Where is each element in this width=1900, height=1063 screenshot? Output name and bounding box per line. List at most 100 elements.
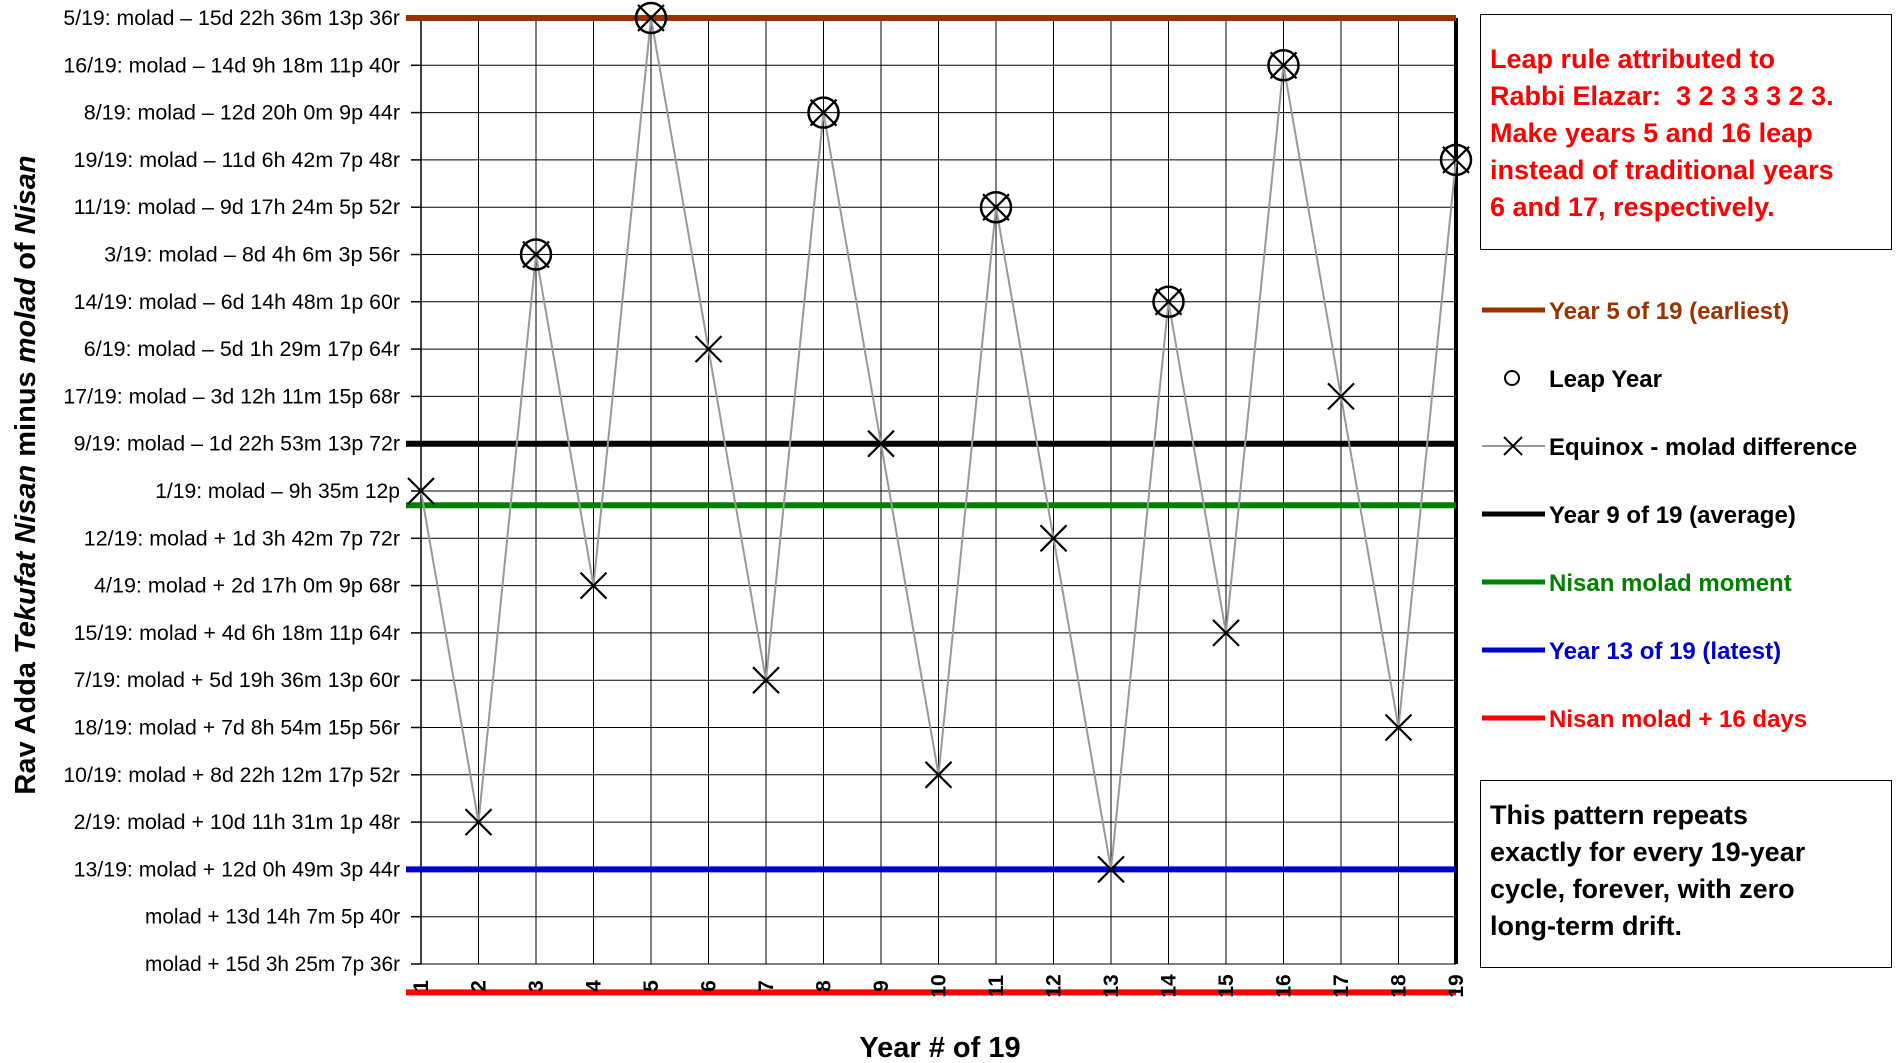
annotation-line: Rabbi Elazar: 3 2 3 3 3 2 3. — [1490, 81, 1834, 111]
legend-item: Equinox - molad difference — [1482, 434, 1857, 461]
y-tick-label: molad + 13d 14h 7m 5p 40r — [145, 905, 400, 929]
leap-year-marker — [979, 190, 1013, 224]
legend-swatch — [1504, 370, 1520, 386]
x-tick-label: 9 — [870, 980, 893, 992]
y-tick-label: 1/19: molad – 9h 35m 12p — [155, 479, 400, 503]
data-point-marker — [407, 477, 435, 505]
reference-lines — [406, 15, 1456, 996]
legend-item: Year 5 of 19 (earliest) — [1482, 298, 1789, 325]
legend-label: Equinox - molad difference — [1549, 434, 1857, 461]
y-axis-title: Rav Adda Tekufat Nisan minus molad of Ni… — [10, 155, 42, 794]
annotation-line: Make years 5 and 16 leap — [1490, 118, 1813, 148]
y-tick-label: 17/19: molad – 3d 12h 11m 15p 68r — [63, 384, 400, 408]
legend-label: Leap Year — [1549, 366, 1662, 393]
y-tick-label: 12/19: molad + 1d 3h 42m 7p 72r — [84, 526, 400, 550]
data-point-marker — [924, 761, 953, 789]
data-point-marker — [694, 335, 723, 363]
legend-swatch-marker — [1503, 436, 1523, 456]
x-tick-label: 15 — [1215, 974, 1238, 998]
y-tick-label: 2/19: molad + 10d 11h 31m 1p 48r — [74, 810, 400, 834]
legend-label: Year 9 of 19 (average) — [1549, 502, 1796, 529]
x-tick-label: 3 — [525, 980, 548, 992]
data-point-marker — [1384, 713, 1413, 742]
x-tick-label: 16 — [1273, 974, 1296, 997]
x-tick-label: 8 — [813, 980, 836, 992]
y-tick-label: molad + 15d 3h 25m 7p 36r — [145, 952, 400, 976]
x-tick-label: 2 — [468, 980, 491, 992]
y-tick-label: 9/19: molad – 1d 22h 53m 13p 72r — [74, 432, 400, 456]
y-tick-label: 13/19: molad + 12d 0h 49m 3p 44r — [74, 857, 400, 881]
pattern-note: This pattern repeats exactly for every 19… — [1480, 780, 1892, 968]
annotation-line: long-term drift. — [1490, 911, 1682, 941]
x-tick-labels: 1 2 3 4 5 6 7 8 9 10 11 12 13 14 15 16 17 18 19 — [410, 974, 1468, 998]
data-point-marker — [1039, 524, 1068, 553]
annotation-line: Leap rule attributed to — [1490, 44, 1776, 74]
annotation-line: cycle, forever, with zero — [1490, 874, 1795, 904]
leap-year-marker — [807, 96, 840, 129]
y-tick-label: 4/19: molad + 2d 17h 0m 9p 68r — [94, 574, 400, 598]
leap-year-marker — [519, 238, 553, 271]
data-point-marker — [1097, 855, 1125, 884]
legend-label: Year 5 of 19 (earliest) — [1549, 298, 1789, 325]
x-tick-label: 18 — [1388, 974, 1411, 998]
legend-item: Leap Year — [1504, 366, 1662, 393]
x-tick-label: 4 — [583, 980, 606, 992]
y-tick-label: 14/19: molad – 6d 14h 48m 1p 60r — [74, 290, 400, 314]
data-point-marker — [1212, 619, 1240, 647]
leap-year-marker — [1152, 285, 1185, 319]
x-tick-label: 19 — [1445, 974, 1468, 997]
y-tick-label: 11/19: molad – 9d 17h 24m 5p 52r — [74, 195, 400, 219]
data-point-marker — [522, 240, 550, 269]
y-tick-labels: 5/19: molad – 15d 22h 36m 13p 36r 16/19: … — [63, 6, 400, 976]
leap-year-marker — [1439, 143, 1473, 177]
y-tick-label: 3/19: molad – 8d 4h 6m 3p 56r — [104, 243, 400, 267]
y-tick-label: 8/19: molad – 12d 20h 0m 9p 44r — [84, 101, 400, 125]
x-tick-label: 17 — [1330, 974, 1353, 997]
y-tick-label: 6/19: molad – 5d 1h 29m 17p 64r — [84, 337, 400, 361]
legend: Year 5 of 19 (earliest) Leap Year Equinox … — [1482, 298, 1857, 733]
y-tick-label: 10/19: molad + 8d 22h 12m 17p 52r — [63, 763, 400, 787]
data-point-marker — [867, 429, 895, 458]
legend-item: Year 13 of 19 (latest) — [1482, 638, 1781, 665]
y-tick-label: 16/19: molad – 14d 9h 18m 11p 40r — [63, 53, 400, 77]
annotation-line: This pattern repeats — [1490, 800, 1749, 830]
data-point-marker — [809, 98, 838, 127]
x-tick-label: 1 — [410, 980, 433, 992]
y-tick-label: 15/19: molad + 4d 6h 18m 11p 64r — [74, 621, 400, 645]
x-tick-label: 12 — [1043, 974, 1066, 997]
data-markers — [407, 1, 1473, 884]
data-point-marker — [1442, 146, 1470, 174]
data-point-marker — [1269, 51, 1298, 80]
data-point-marker — [982, 193, 1010, 221]
annotation-line: exactly for every 19-year — [1490, 837, 1806, 867]
x-tick-label: 7 — [755, 980, 778, 992]
y-tick-label: 18/19: molad + 7d 8h 54m 15p 56r — [74, 716, 400, 740]
leap-rule-note: Leap rule attributed to Rabbi Elazar: 3 2… — [1480, 14, 1892, 250]
data-point-marker — [464, 808, 493, 836]
data-point-marker — [1154, 288, 1183, 316]
legend-label: Year 13 of 19 (latest) — [1549, 638, 1781, 665]
annotation-line: 6 and 17, respectively. — [1490, 192, 1775, 222]
y-tick-label: 19/19: molad – 11d 6h 42m 7p 48r — [74, 148, 400, 172]
leap-year-marker — [1267, 49, 1300, 82]
x-tick-label: 6 — [698, 980, 721, 992]
x-tick-label: 13 — [1100, 974, 1123, 997]
data-point-marker — [637, 4, 665, 32]
legend-item: Nisan molad + 16 days — [1482, 706, 1807, 733]
data-point-marker — [1327, 382, 1355, 411]
y-tick-label: 7/19: molad + 5d 19h 36m 13p 60r — [74, 668, 400, 692]
x-tick-label: 5 — [640, 980, 663, 992]
data-point-marker — [579, 571, 608, 600]
y-tick-label: 5/19: molad – 15d 22h 36m 13p 36r — [63, 6, 400, 30]
x-tick-label: 11 — [985, 975, 1008, 998]
x-tick-label: 14 — [1158, 974, 1181, 998]
legend-item: Nisan molad moment — [1482, 570, 1792, 597]
data-point-marker — [752, 666, 780, 694]
leap-year-marker — [634, 1, 668, 35]
legend-label: Nisan molad + 16 days — [1549, 706, 1807, 733]
annotation-line: instead of traditional years — [1490, 155, 1834, 185]
legend-item: Year 9 of 19 (average) — [1482, 502, 1796, 529]
x-axis-title: Year # of 19 — [859, 1032, 1020, 1063]
x-tick-label: 10 — [928, 974, 951, 997]
